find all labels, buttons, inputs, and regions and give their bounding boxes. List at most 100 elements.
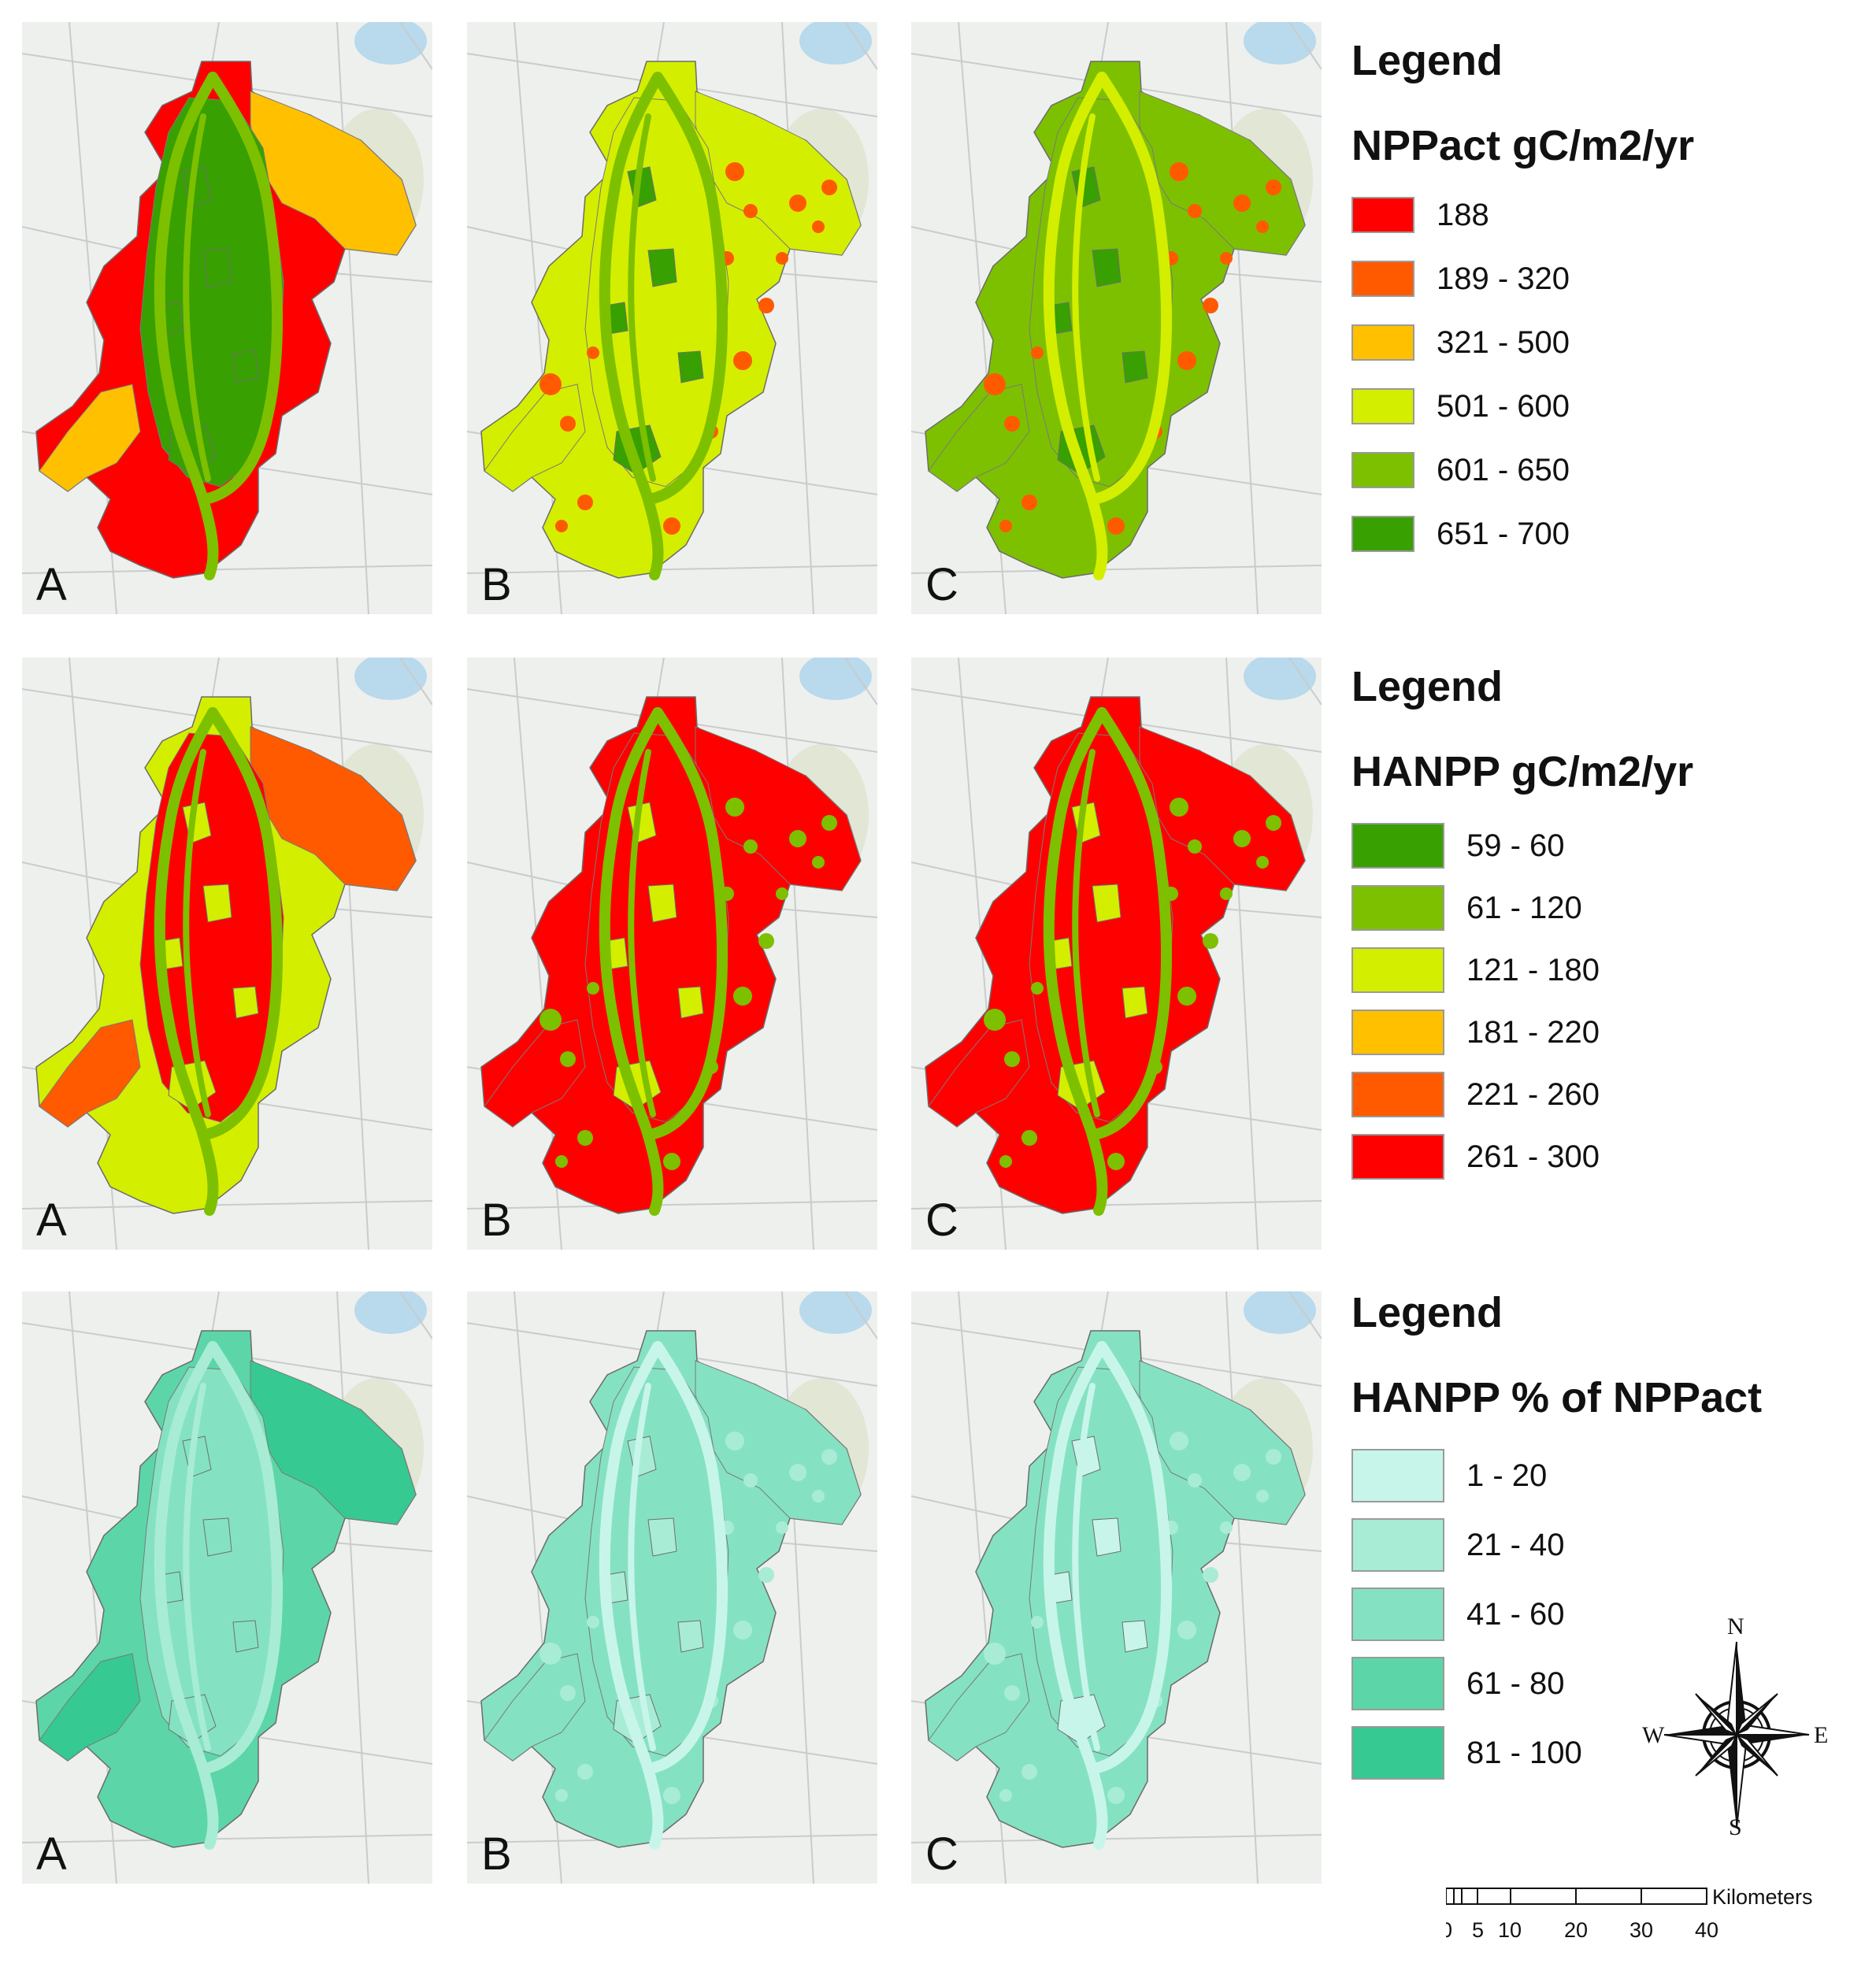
- basemap-road: [467, 565, 877, 574]
- legend-item: 221 - 260: [1351, 1072, 1693, 1117]
- scale-unit-label: Kilometers: [1712, 1885, 1813, 1909]
- compass-south-label: S: [1729, 1814, 1742, 1839]
- land-speckle: [555, 520, 568, 532]
- land-speckle: [1220, 1521, 1233, 1534]
- land-patch: [232, 1620, 259, 1653]
- land-speckle: [1256, 220, 1269, 233]
- legend-title: Legend: [1351, 37, 1503, 84]
- land-speckle: [1177, 351, 1196, 370]
- scale-tick-30: 30: [1629, 1918, 1653, 1942]
- land-speckle: [725, 1432, 744, 1450]
- legend-swatch: [1351, 1072, 1444, 1117]
- river-channel: [1043, 1341, 1173, 1850]
- map-image: [22, 22, 432, 614]
- legend-label: 601 - 650: [1437, 453, 1570, 487]
- map-image: [911, 1291, 1322, 1884]
- land-patch: [1122, 986, 1148, 1019]
- land-speckle: [1220, 252, 1233, 265]
- map-image: [22, 1291, 432, 1884]
- legend-swatch: [1351, 1588, 1444, 1641]
- river-channel-inner: [628, 113, 656, 482]
- land-speckle: [812, 1490, 825, 1502]
- river-channel-inner: [183, 113, 211, 482]
- legend-item: 501 - 600: [1351, 388, 1694, 424]
- land-speckle: [1031, 346, 1044, 359]
- land-speckle: [725, 162, 744, 181]
- legend-label: 321 - 500: [1437, 325, 1570, 360]
- land-patch: [677, 986, 704, 1019]
- river-channel-inner: [183, 749, 211, 1117]
- basemap-road: [1288, 1291, 1322, 1339]
- basemap-road: [336, 658, 369, 1250]
- basemap-lake: [799, 658, 872, 700]
- legend-item: 59 - 60: [1351, 823, 1693, 869]
- legend-label: 121 - 180: [1466, 953, 1600, 987]
- legend-item: 601 - 650: [1351, 452, 1694, 488]
- region-west-belt: [928, 1653, 1030, 1762]
- map-image: [911, 22, 1322, 614]
- legend-swatch: [1351, 823, 1444, 869]
- basemap-road: [911, 1834, 1322, 1843]
- land-speckle: [560, 1051, 576, 1067]
- map-panel-1-c: C: [911, 22, 1322, 614]
- land-patch: [1122, 1620, 1148, 1653]
- land-speckle: [733, 351, 752, 370]
- legend-item: 21 - 40: [1351, 1518, 1762, 1572]
- river-channel: [599, 72, 729, 580]
- land-speckle: [1170, 1432, 1188, 1450]
- basemap-lake: [1244, 658, 1316, 700]
- compass-west-label: W: [1642, 1722, 1665, 1748]
- land-patch: [202, 884, 232, 923]
- land-speckle: [577, 1764, 593, 1780]
- land-speckle: [1004, 1051, 1020, 1067]
- legend-swatch: [1351, 388, 1414, 424]
- land-speckle: [984, 1009, 1006, 1031]
- legend-subtitle: NPPact gC/m2/yr: [1351, 122, 1695, 169]
- basemap-road: [399, 658, 432, 706]
- legend-3: Legend HANPP % of NPPact 1 - 20 21 - 40 41 -…: [1351, 1291, 1762, 1795]
- basemap-lake: [354, 22, 427, 65]
- basemap-lake: [1244, 1291, 1316, 1334]
- legend-item: 261 - 300: [1351, 1134, 1693, 1180]
- legend-item: 41 - 60: [1351, 1588, 1762, 1641]
- basemap-road: [781, 22, 814, 614]
- basemap-road: [467, 1834, 877, 1843]
- land-patch: [1122, 350, 1148, 383]
- basemap-road: [399, 1291, 432, 1339]
- scale-tick-0: 0: [1446, 1918, 1452, 1942]
- map-panel-1-a: A: [22, 22, 432, 614]
- river-channel: [1043, 72, 1173, 580]
- legend-item: 321 - 500: [1351, 324, 1694, 361]
- land-speckle: [1107, 517, 1125, 535]
- land-speckle: [663, 517, 680, 535]
- land-speckle: [984, 373, 1006, 395]
- legend-swatch: [1351, 261, 1414, 297]
- legend-label: 61 - 120: [1466, 891, 1582, 925]
- river-channel: [599, 1341, 729, 1850]
- legend-title: Legend: [1351, 1289, 1503, 1336]
- land-speckle: [1177, 987, 1196, 1006]
- land-speckle: [776, 887, 788, 900]
- basemap-road: [911, 565, 1322, 574]
- land-speckle: [733, 987, 752, 1006]
- land-speckle: [1256, 856, 1269, 869]
- land-speckle: [1266, 815, 1281, 831]
- land-patch: [677, 1620, 704, 1653]
- basemap-road: [1225, 22, 1259, 614]
- land-speckle: [1031, 1616, 1044, 1628]
- legend-item: 181 - 220: [1351, 1010, 1693, 1055]
- land-speckle: [789, 1464, 806, 1481]
- land-speckle: [1170, 162, 1188, 181]
- land-speckle: [999, 1789, 1012, 1802]
- land-speckle: [1021, 495, 1037, 510]
- map-panel-1-b: B: [467, 22, 877, 614]
- legend-swatch: [1351, 947, 1444, 993]
- land-patch: [1092, 248, 1122, 287]
- legend-swatch: [1351, 1010, 1444, 1055]
- land-speckle: [1170, 798, 1188, 817]
- land-speckle: [1233, 1464, 1251, 1481]
- land-speckle: [1188, 204, 1202, 218]
- land-speckle: [743, 839, 758, 854]
- land-speckle: [1188, 1473, 1202, 1488]
- scale-tick-10: 10: [1498, 1918, 1522, 1942]
